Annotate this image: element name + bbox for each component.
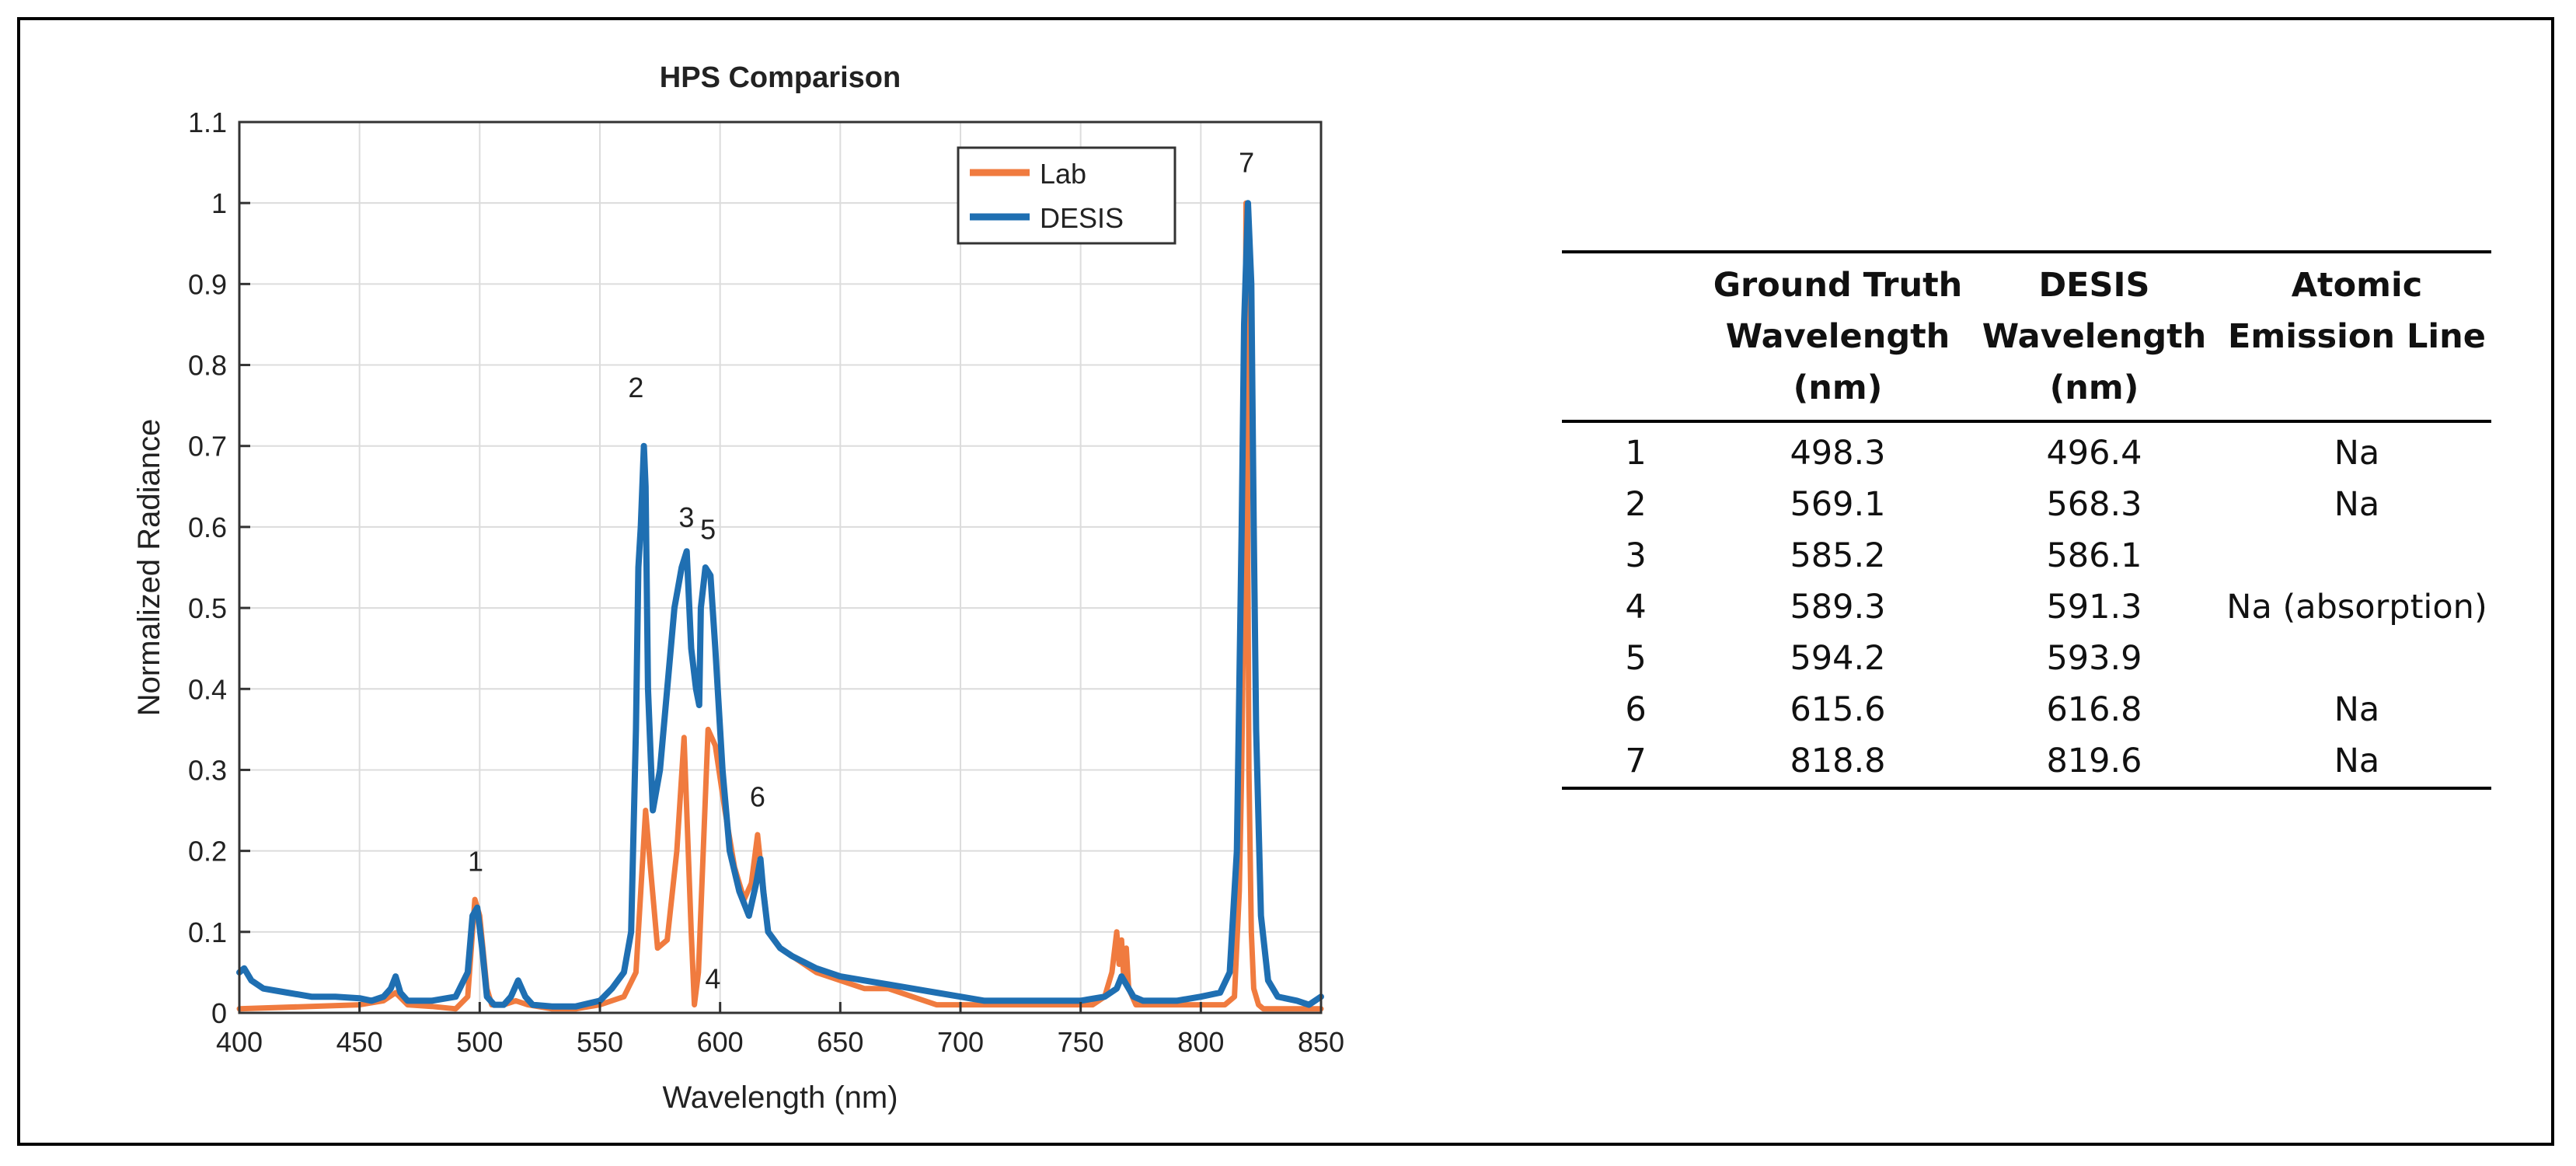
grid-layer <box>239 121 1322 1014</box>
emission-line-table: Ground Truth Wavelength (nm) DESIS Wavel… <box>1562 250 2491 790</box>
y-tick-label: 1 <box>211 187 227 219</box>
emission-line: Na <box>2334 742 2380 780</box>
emission-line <box>2222 633 2491 684</box>
emission-line: Na <box>2334 485 2380 524</box>
x-tick-label: 550 <box>577 1026 623 1058</box>
table-row: 2 569.1 568.3 Na <box>1562 479 2491 530</box>
ground-truth-value: 589.3 <box>1790 588 1886 627</box>
y-tick-label: 0.8 <box>188 350 227 382</box>
header-ground-truth: Ground Truth Wavelength (nm) <box>1713 266 1963 407</box>
header-index <box>1562 252 1710 421</box>
table-row: 3 585.2 586.1 <box>1562 530 2491 581</box>
table-row: 1 498.3 496.4 Na <box>1562 421 2491 479</box>
x-tick-label: 400 <box>216 1026 263 1058</box>
emission-line: Na <box>2334 690 2380 729</box>
ground-truth-value: 498.3 <box>1790 434 1886 473</box>
y-axis-label: Normalized Radiance <box>132 419 166 716</box>
emission-line <box>2222 530 2491 581</box>
y-tick-label: 0.5 <box>188 592 227 624</box>
peak-annotation: 3 <box>678 501 694 533</box>
y-tick-label: 0.1 <box>188 916 227 948</box>
row-index: 3 <box>1625 536 1647 575</box>
hps-comparison-chart: 400 450 500 550 600 650 700 750 800 850 0 0.1 0.2 0.3… <box>132 61 1344 1115</box>
header-desis: DESIS Wavelength (nm) <box>1982 266 2207 407</box>
plot-area-border <box>238 120 1323 1014</box>
row-index: 4 <box>1625 588 1647 627</box>
desis-value: 591.3 <box>2046 588 2142 627</box>
series-layer <box>236 200 1324 1012</box>
emission-line-table-container: Ground Truth Wavelength (nm) DESIS Wavel… <box>1562 250 2491 790</box>
x-tick-label: 600 <box>697 1026 744 1058</box>
annotation-layer: 1 2 3 4 5 6 7 <box>468 147 1254 995</box>
desis-value: 586.1 <box>2046 536 2142 575</box>
ground-truth-value: 585.2 <box>1790 536 1886 575</box>
x-tick-label: 500 <box>456 1026 503 1058</box>
desis-value: 593.9 <box>2046 639 2142 678</box>
peak-annotation: 4 <box>705 963 720 995</box>
table-row: 5 594.2 593.9 <box>1562 633 2491 684</box>
y-tick-label: 0.3 <box>188 754 227 786</box>
ground-truth-value: 818.8 <box>1790 742 1886 780</box>
desis-value: 819.6 <box>2046 742 2142 780</box>
row-index: 1 <box>1625 434 1647 473</box>
emission-line: Na <box>2334 434 2380 473</box>
peak-annotation: 2 <box>628 372 643 403</box>
peak-annotation: 6 <box>750 780 765 812</box>
row-index: 2 <box>1625 485 1647 524</box>
table-row: 7 818.8 819.6 Na <box>1562 735 2491 788</box>
peak-annotation: 1 <box>468 846 483 878</box>
x-tick-label: 450 <box>336 1026 383 1058</box>
y-tick-label: 0.9 <box>188 268 227 300</box>
tick-layer: 400 450 500 550 600 650 700 750 800 850 0 0.1 0.2 0.3… <box>188 106 1344 1058</box>
series-line-lab <box>236 200 1324 1012</box>
row-index: 7 <box>1625 742 1647 780</box>
ground-truth-value: 615.6 <box>1790 690 1886 729</box>
desis-value: 616.8 <box>2046 690 2142 729</box>
x-axis-label: Wavelength (nm) <box>662 1080 898 1115</box>
desis-value: 568.3 <box>2046 485 2142 524</box>
table-header-row: Ground Truth Wavelength (nm) DESIS Wavel… <box>1562 252 2491 421</box>
x-tick-label: 750 <box>1058 1026 1104 1058</box>
figure-frame <box>17 17 2554 1146</box>
y-tick-label: 0 <box>211 997 227 1029</box>
ground-truth-value: 594.2 <box>1790 639 1886 678</box>
desis-value: 496.4 <box>2046 434 2142 473</box>
peak-annotation: 7 <box>1239 147 1254 179</box>
y-tick-label: 0.7 <box>188 431 227 463</box>
x-tick-label: 800 <box>1177 1026 1224 1058</box>
y-tick-label: 0.2 <box>188 836 227 868</box>
legend-label-lab: Lab <box>1040 158 1086 190</box>
x-tick-label: 650 <box>817 1026 863 1058</box>
x-tick-label: 700 <box>937 1026 984 1058</box>
peak-annotation: 5 <box>700 514 716 546</box>
table-body: 1 498.3 496.4 Na 2 569.1 568.3 Na 3 585.2 586.1 4 58… <box>1562 421 2491 788</box>
table-row: 4 589.3 591.3 Na (absorption) <box>1562 581 2491 633</box>
header-emission-line: Atomic Emission Line <box>2228 266 2486 356</box>
legend: Lab DESIS <box>957 146 1176 245</box>
y-tick-label: 0.6 <box>188 511 227 543</box>
x-tick-label: 850 <box>1298 1026 1344 1058</box>
series-line-desis <box>236 200 1324 1010</box>
row-index: 5 <box>1625 639 1647 678</box>
y-tick-label: 1.1 <box>188 106 227 138</box>
y-tick-label: 0.4 <box>188 673 227 705</box>
table-row: 6 615.6 616.8 Na <box>1562 684 2491 735</box>
ground-truth-value: 569.1 <box>1790 485 1886 524</box>
emission-line: Na (absorption) <box>2226 588 2487 627</box>
legend-box <box>957 146 1176 245</box>
chart-title: HPS Comparison <box>660 61 901 94</box>
legend-label-desis: DESIS <box>1040 202 1124 234</box>
row-index: 6 <box>1625 690 1647 729</box>
